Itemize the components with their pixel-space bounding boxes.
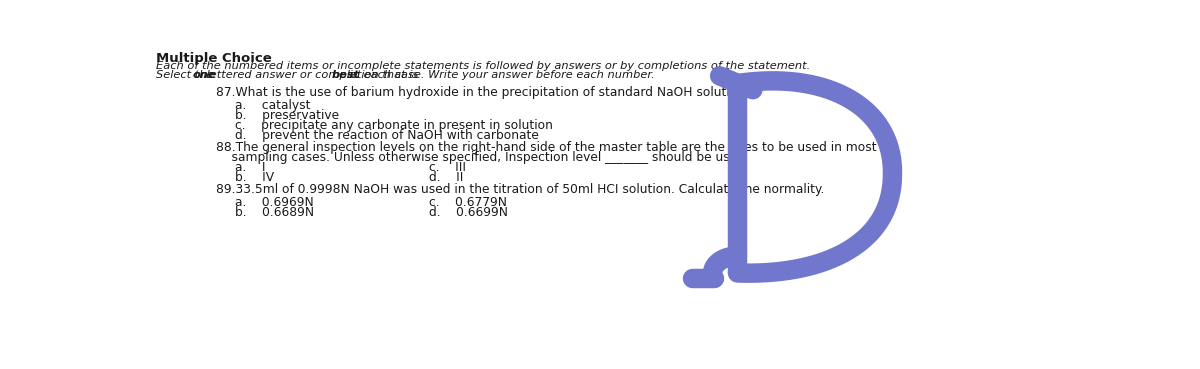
Text: Each of the numbered items or incomplete statements is followed by answers or by: Each of the numbered items or incomplete… [156, 61, 810, 71]
Text: d.    0.6699N: d. 0.6699N [430, 206, 508, 219]
Text: Multiple Choice: Multiple Choice [156, 52, 272, 65]
Text: sampling cases. Unless otherwise specified, Inspection level _______ should be u: sampling cases. Unless otherwise specifi… [216, 151, 745, 163]
Text: a.    0.6969N: a. 0.6969N [235, 196, 314, 209]
Text: b.    0.6689N: b. 0.6689N [235, 206, 314, 219]
Text: c.    precipitate any carbonate in present in solution: c. precipitate any carbonate in present … [235, 119, 553, 132]
Text: c.    0.6779N: c. 0.6779N [430, 196, 508, 209]
Text: 89.33.5ml of 0.9998N NaOH was used in the titration of 50ml HCI solution. Calcul: 89.33.5ml of 0.9998N NaOH was used in th… [216, 183, 824, 196]
Text: a.    catalyst: a. catalyst [235, 99, 311, 112]
Text: in each case. Write your answer before each number.: in each case. Write your answer before e… [347, 70, 655, 80]
Text: Select the: Select the [156, 70, 217, 80]
Text: d.    II: d. II [430, 170, 463, 183]
Text: c.    III: c. III [430, 161, 466, 173]
Text: lettered answer or completion that is: lettered answer or completion that is [203, 70, 422, 80]
Text: b.    preservative: b. preservative [235, 109, 340, 122]
Text: d.    prevent the reaction of NaOH with carbonate: d. prevent the reaction of NaOH with car… [235, 129, 539, 142]
Text: 88.The general inspection levels on the right-hand side of the master table are : 88.The general inspection levels on the … [216, 141, 876, 154]
Text: one: one [192, 70, 216, 80]
Text: b.    IV: b. IV [235, 170, 275, 183]
Text: 87.What is the use of barium hydroxide in the precipitation of standard NaOH sol: 87.What is the use of barium hydroxide i… [216, 86, 751, 99]
Text: a.    I: a. I [235, 161, 265, 173]
Text: best: best [332, 70, 360, 80]
